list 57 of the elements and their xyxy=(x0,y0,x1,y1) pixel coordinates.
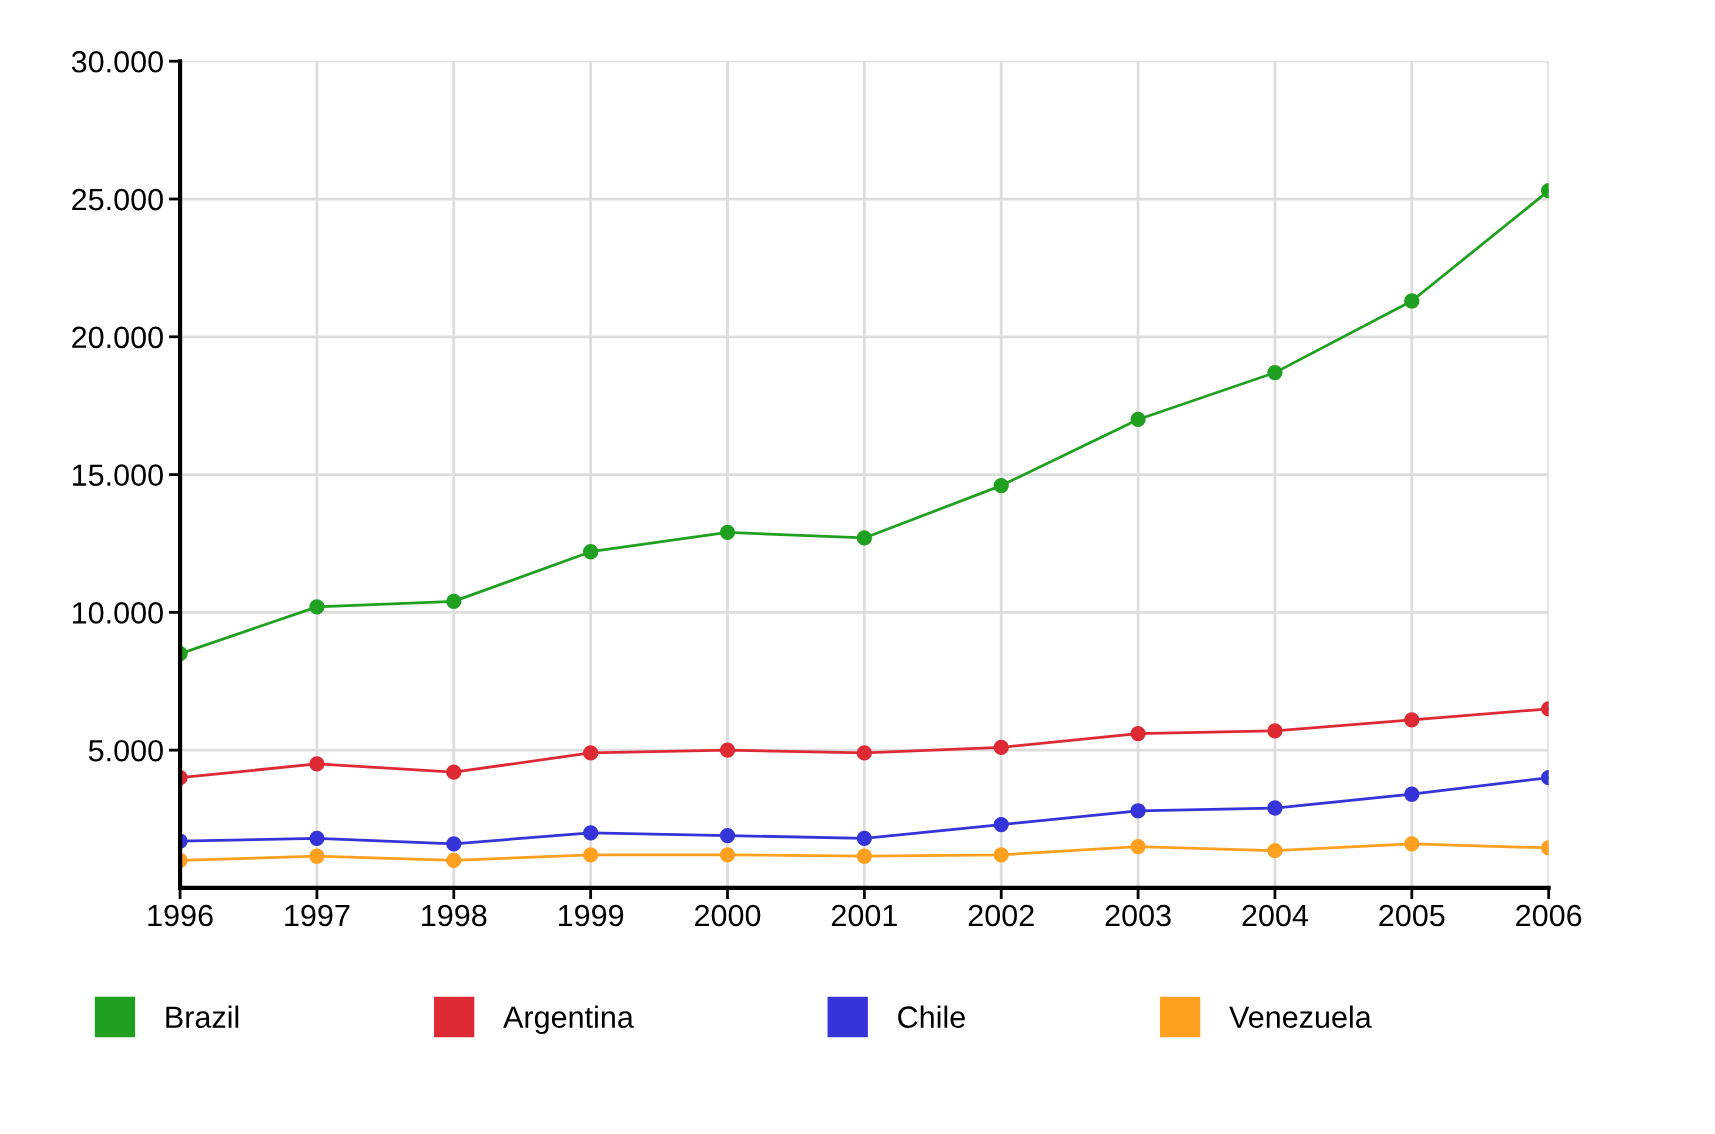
legend-label: Venezuela xyxy=(1229,1005,1372,1028)
point xyxy=(719,742,736,758)
legend-label: Brazil xyxy=(166,1005,239,1028)
point xyxy=(309,599,325,615)
point xyxy=(1130,803,1146,819)
point xyxy=(446,836,462,852)
x-tick-label: 2000 xyxy=(695,904,761,927)
point xyxy=(1267,723,1283,739)
point xyxy=(309,830,325,846)
x-tick-label: 2006 xyxy=(1516,904,1582,927)
point xyxy=(719,827,736,844)
x-tick-label: 2004 xyxy=(1242,904,1309,927)
y-tick-label: 20.000 xyxy=(72,326,163,349)
x-tick-label: 2002 xyxy=(968,904,1034,927)
x-tick-label: 1997 xyxy=(285,904,350,927)
point xyxy=(993,847,1009,863)
x-tick-label: 1998 xyxy=(422,904,487,927)
y-tick-label: 30.000 xyxy=(71,50,163,73)
point xyxy=(446,764,462,780)
y-tick-label: 5.000 xyxy=(88,739,163,762)
x-tick-label: 2001 xyxy=(831,904,897,927)
point xyxy=(993,816,1009,833)
point xyxy=(1404,293,1420,309)
point xyxy=(1130,725,1146,742)
point xyxy=(1404,836,1420,852)
y-tick-label: 15.000 xyxy=(72,464,163,486)
point xyxy=(309,848,325,864)
point xyxy=(1267,843,1283,859)
legend-label: Chile xyxy=(898,1005,965,1028)
y-tick-label: 25.000 xyxy=(72,188,163,211)
x-tick-label: 1999 xyxy=(558,904,624,927)
point xyxy=(583,847,599,863)
point xyxy=(309,756,325,772)
point xyxy=(1404,786,1420,802)
legend-label: Argentina xyxy=(503,1005,634,1035)
point xyxy=(1130,838,1146,855)
point xyxy=(856,830,872,846)
point xyxy=(583,544,599,560)
point xyxy=(993,477,1009,494)
x-tick-label: 1996 xyxy=(148,904,213,927)
point xyxy=(993,739,1009,756)
x-tick-label: 2003 xyxy=(1105,904,1171,927)
point xyxy=(1404,712,1420,728)
point xyxy=(856,848,872,864)
point xyxy=(583,825,599,841)
point xyxy=(1130,411,1146,428)
point xyxy=(1267,800,1283,816)
point xyxy=(719,524,736,541)
y-tick-label: 10.000 xyxy=(72,602,163,624)
x-tick-label: 2005 xyxy=(1379,904,1445,927)
point xyxy=(1267,364,1283,381)
point xyxy=(446,852,462,869)
point xyxy=(583,745,599,761)
point xyxy=(856,530,872,546)
point xyxy=(856,745,872,761)
point xyxy=(446,593,462,609)
point xyxy=(719,847,736,863)
